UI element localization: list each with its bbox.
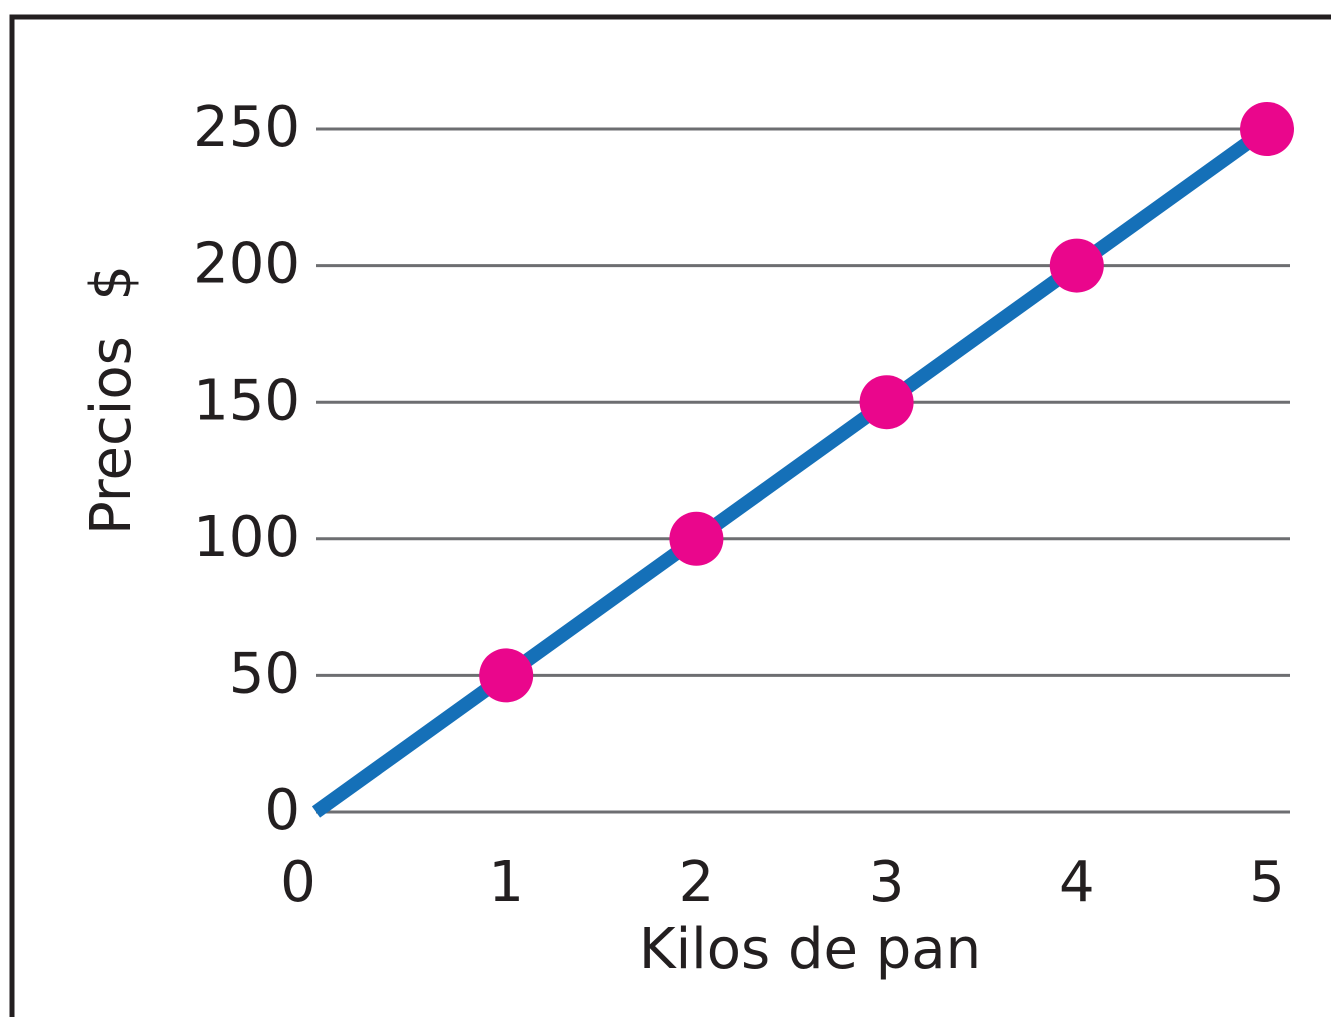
marker bbox=[1049, 238, 1104, 293]
x-tick-label: 5 bbox=[1249, 850, 1285, 915]
y-tick-label: 250 bbox=[193, 95, 300, 160]
marker bbox=[859, 375, 914, 430]
y-tick-label: 0 bbox=[264, 778, 300, 843]
y-tick-label: 100 bbox=[193, 505, 300, 570]
y-tick-label: 200 bbox=[193, 232, 300, 297]
marker bbox=[479, 648, 534, 703]
frame bbox=[9, 14, 1331, 1017]
x-tick-label: 2 bbox=[679, 850, 715, 915]
marker bbox=[669, 511, 724, 566]
x-tick-label: 3 bbox=[869, 850, 905, 915]
line bbox=[311, 123, 1272, 818]
y-tick-label: 150 bbox=[193, 368, 300, 433]
y-tick-label: 50 bbox=[229, 642, 300, 707]
x-tick-label: 1 bbox=[488, 850, 524, 915]
x-tick-label: 4 bbox=[1059, 850, 1095, 915]
y-axis-label: Precios $ bbox=[79, 265, 144, 535]
x-tick-label: 0 bbox=[280, 850, 316, 915]
x-axis-label: Kilos de pan bbox=[639, 917, 981, 982]
marker bbox=[1240, 102, 1294, 156]
